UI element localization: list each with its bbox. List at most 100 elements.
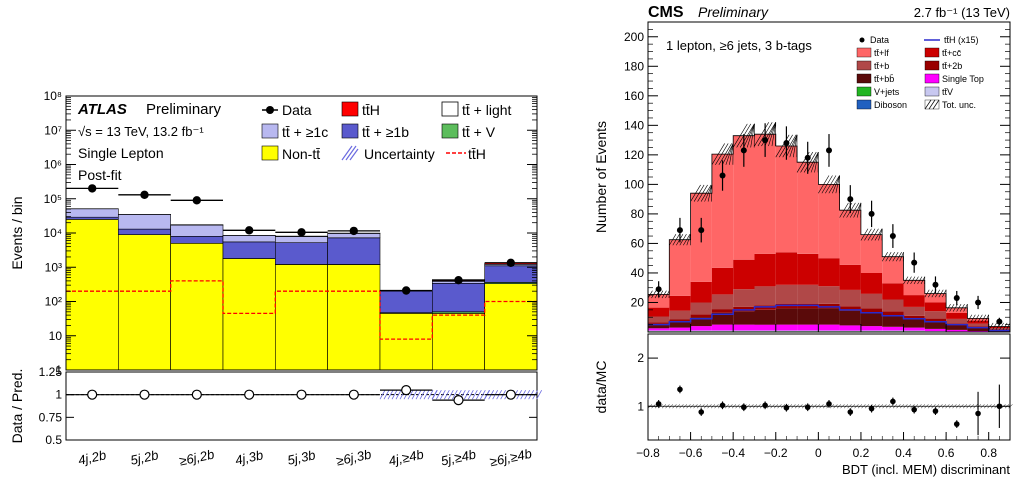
rbar-2-bin-5 bbox=[754, 330, 776, 332]
rbar-2-bin-6 bbox=[775, 330, 798, 332]
rbar-5-bin-4 bbox=[733, 306, 755, 312]
runc-hatch bbox=[878, 228, 883, 241]
rbar-6-bin-10 bbox=[860, 293, 883, 309]
left-rtick-label-0: 1.25 bbox=[39, 365, 63, 379]
runc-hatch bbox=[782, 134, 797, 158]
rbar-6-bin-8 bbox=[818, 286, 840, 304]
ratio-unc-hatch bbox=[435, 389, 442, 400]
r-legend-b-swatch bbox=[856, 60, 872, 71]
rxtick-label-4: 0 bbox=[815, 446, 822, 460]
rbar-4-bin-10 bbox=[860, 312, 883, 327]
atlas-energy: √s = 13 TeV, 13.2 fb⁻¹ bbox=[78, 124, 204, 139]
rbar-2-bin-9 bbox=[839, 330, 861, 332]
rxtick-label-8: 0.8 bbox=[980, 446, 997, 460]
rdata-point-9 bbox=[847, 196, 854, 203]
runc-hatch bbox=[874, 228, 883, 241]
runc-hatch bbox=[920, 276, 926, 285]
ratio-unc-hatch bbox=[379, 389, 386, 400]
runc-hatch bbox=[732, 123, 748, 148]
rbar-3-bin-5 bbox=[754, 324, 776, 331]
atlas-label: ATLAS bbox=[77, 101, 127, 118]
rbar-8-bin-15 bbox=[967, 318, 989, 321]
r-legend-2b: tt̄+2b bbox=[942, 61, 962, 71]
right-ratio-frame bbox=[647, 333, 1011, 441]
runc-hatch bbox=[828, 175, 840, 194]
r-legend-unc-swatch bbox=[924, 99, 940, 110]
rbar-3-bin-10 bbox=[860, 326, 883, 331]
rbar-6-bin-13 bbox=[924, 311, 947, 319]
rdata-point-10 bbox=[868, 210, 875, 217]
cms-lumi: 2.7 fb⁻¹ (13 TeV) bbox=[914, 5, 1010, 20]
runc-hatch bbox=[864, 228, 872, 241]
runc-hatch bbox=[970, 314, 976, 323]
cms-selection: 1 lepton, ≥6 jets, 3 b-tags bbox=[666, 38, 812, 53]
runc-hatch bbox=[956, 303, 962, 312]
rratio-point-3 bbox=[719, 402, 726, 409]
rdata-point-12 bbox=[911, 259, 918, 266]
runc-hatch bbox=[697, 184, 708, 202]
left-stacked-bars bbox=[65, 208, 538, 371]
runc-hatch bbox=[892, 252, 899, 262]
runc-hatch bbox=[881, 252, 888, 262]
r-legend-st: Single Top bbox=[942, 74, 984, 84]
rdata-point-2 bbox=[698, 227, 705, 234]
right-x-axis: −0.8 −0.6 −0.4 −0.2 0 0.2 0.4 0.6 0.8 bbox=[636, 324, 1000, 460]
rbar-4-bin-5 bbox=[754, 309, 776, 325]
bar-0-bin-5 bbox=[327, 264, 381, 371]
ratio-point-1 bbox=[139, 389, 150, 400]
left-data-points bbox=[66, 184, 537, 295]
runc-hatch bbox=[967, 314, 973, 323]
runc-hatch bbox=[928, 289, 934, 298]
runc-hatch bbox=[835, 175, 840, 194]
runc-hatch bbox=[942, 289, 947, 298]
right-ratio-points bbox=[647, 384, 1013, 436]
left-tth-overlay bbox=[66, 280, 537, 340]
runc-hatch bbox=[1005, 322, 1011, 331]
legend-1c: tt̄ + ≥1c bbox=[282, 124, 328, 140]
rbar-7-bin-5 bbox=[754, 253, 776, 287]
rbar-5-bin-10 bbox=[860, 308, 883, 313]
left-ytick-label-8: 10⁸ bbox=[44, 89, 62, 103]
bar-2-bin-8 bbox=[484, 265, 538, 283]
rbar-4-bin-3 bbox=[711, 312, 734, 325]
ratio-unc-hatch bbox=[387, 389, 394, 400]
data-point-3 bbox=[245, 226, 254, 235]
runc-hatch bbox=[991, 322, 997, 331]
rbar-7-bin-13 bbox=[924, 302, 947, 312]
bar-0-bin-4 bbox=[274, 264, 328, 371]
rbar-4-bin-8 bbox=[818, 308, 840, 325]
rbar-5-bin-12 bbox=[903, 315, 925, 319]
legend-nontt: Non-tt̄ bbox=[282, 146, 320, 162]
category-label-1: 5j,2b bbox=[129, 447, 160, 468]
runc-hatch bbox=[672, 234, 680, 246]
bar-0-bin-8 bbox=[484, 283, 538, 371]
rbar-6-bin-9 bbox=[839, 289, 861, 307]
legend-light-swatch bbox=[441, 101, 459, 117]
rbar-3-bin-11 bbox=[882, 326, 904, 331]
rbar-6-bin-7 bbox=[797, 284, 819, 304]
runc-hatch bbox=[910, 276, 916, 285]
rratio-point-7 bbox=[804, 404, 811, 411]
left-ytick-label-2: 10² bbox=[45, 295, 62, 309]
runc-hatch bbox=[661, 290, 667, 299]
legend-data: Data bbox=[282, 102, 312, 118]
runc-hatch bbox=[895, 252, 902, 262]
runc-hatch bbox=[704, 184, 713, 202]
rbar-8-bin-11 bbox=[882, 256, 904, 284]
runc-hatch bbox=[981, 314, 987, 323]
rratio-point-14 bbox=[953, 421, 960, 427]
left-ratio-label: Data / Pred. bbox=[9, 369, 25, 444]
rratio-point-15 bbox=[975, 410, 981, 417]
legend-tth-swatch bbox=[341, 101, 359, 117]
rbar-2-bin-3 bbox=[711, 330, 734, 332]
runc-hatch bbox=[903, 276, 909, 285]
rytick-label-7: 160 bbox=[624, 89, 644, 103]
rbar-2-bin-8 bbox=[818, 330, 840, 332]
ratio-unc-hatch bbox=[439, 389, 446, 400]
left-ytick-label-7: 10⁷ bbox=[44, 123, 62, 137]
runc-hatch bbox=[959, 303, 965, 312]
rytick-label-9: 200 bbox=[624, 30, 644, 44]
rbar-6-bin-4 bbox=[733, 289, 755, 307]
